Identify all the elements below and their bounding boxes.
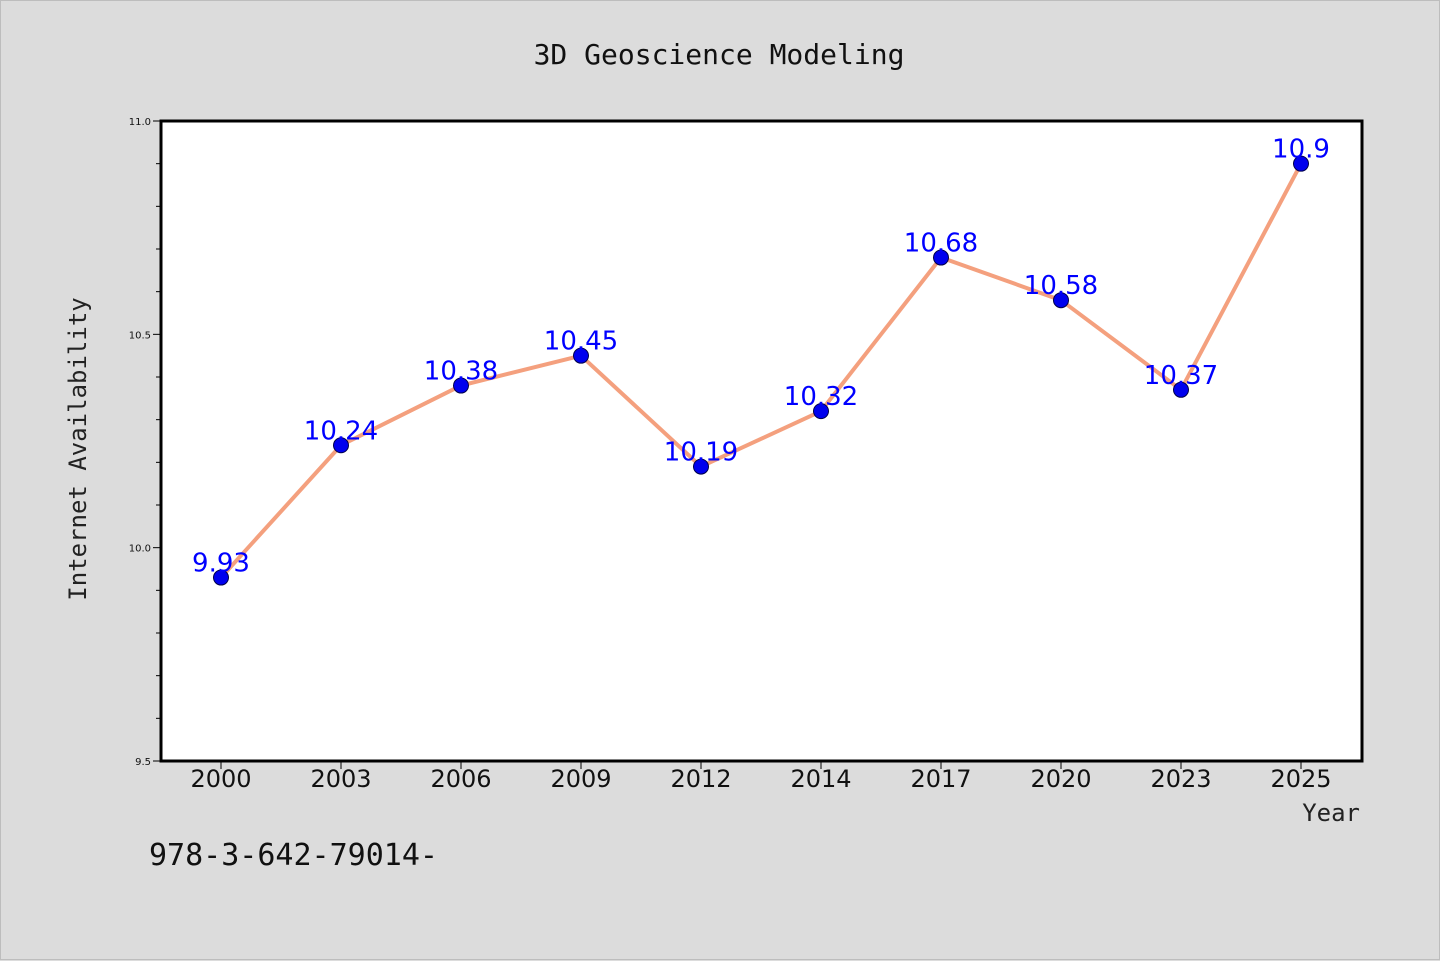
y-axis-label: Internet Availability	[64, 297, 92, 600]
data-label: 10.37	[1144, 361, 1218, 391]
data-label: 10.19	[664, 438, 738, 468]
data-label: 9.93	[192, 549, 250, 579]
data-point	[1293, 155, 1309, 172]
y-tick-label: 11.0	[129, 117, 151, 128]
data-label: 10.68	[904, 229, 978, 259]
x-tick-label: 2006	[430, 765, 491, 793]
data-label: 10.32	[784, 382, 858, 412]
y-tick-label: 9.5	[135, 757, 151, 768]
x-tick-label: 2020	[1030, 765, 1091, 793]
data-point	[573, 347, 589, 364]
y-axis: 9.5 10.0 10.5 11.0	[129, 117, 161, 768]
x-axis-label: Year	[1302, 799, 1360, 827]
x-axis: 2000 2003 2006 2009 2012 2014 2017 2020 2023 2025	[190, 761, 1332, 793]
data-label: 10.45	[544, 327, 618, 357]
data-label: 10.9	[1272, 135, 1330, 165]
x-tick-label: 2025	[1270, 765, 1331, 793]
data-point	[333, 437, 349, 454]
data-label: 10.24	[304, 416, 378, 446]
data-point	[1053, 292, 1069, 309]
data-point	[1173, 381, 1189, 398]
series-group: 9.93 10.24 10.38 10.45 10.19 10.32 10.68 10.58 1…	[192, 135, 1330, 586]
footnote: 978-3-642-79014-	[149, 838, 438, 873]
series-line	[219, 162, 1303, 579]
data-point	[693, 458, 709, 475]
y-tick-label: 10.5	[129, 330, 151, 341]
x-tick-label: 2003	[310, 765, 371, 793]
chart-title: 3D Geoscience Modeling	[534, 38, 905, 71]
x-tick-label: 2000	[190, 765, 251, 793]
data-label: 10.38	[424, 357, 498, 387]
data-point	[813, 403, 829, 420]
data-point	[933, 249, 949, 266]
data-point	[213, 569, 229, 586]
x-tick-label: 2014	[790, 765, 851, 793]
y-tick-label: 10.0	[129, 544, 151, 555]
plot-area	[159, 119, 1364, 763]
data-label: 10.58	[1024, 271, 1098, 301]
data-point	[453, 377, 469, 394]
x-tick-label: 2017	[910, 765, 971, 793]
x-tick-label: 2023	[1150, 765, 1211, 793]
x-tick-label: 2009	[550, 765, 611, 793]
x-tick-label: 2012	[670, 765, 731, 793]
